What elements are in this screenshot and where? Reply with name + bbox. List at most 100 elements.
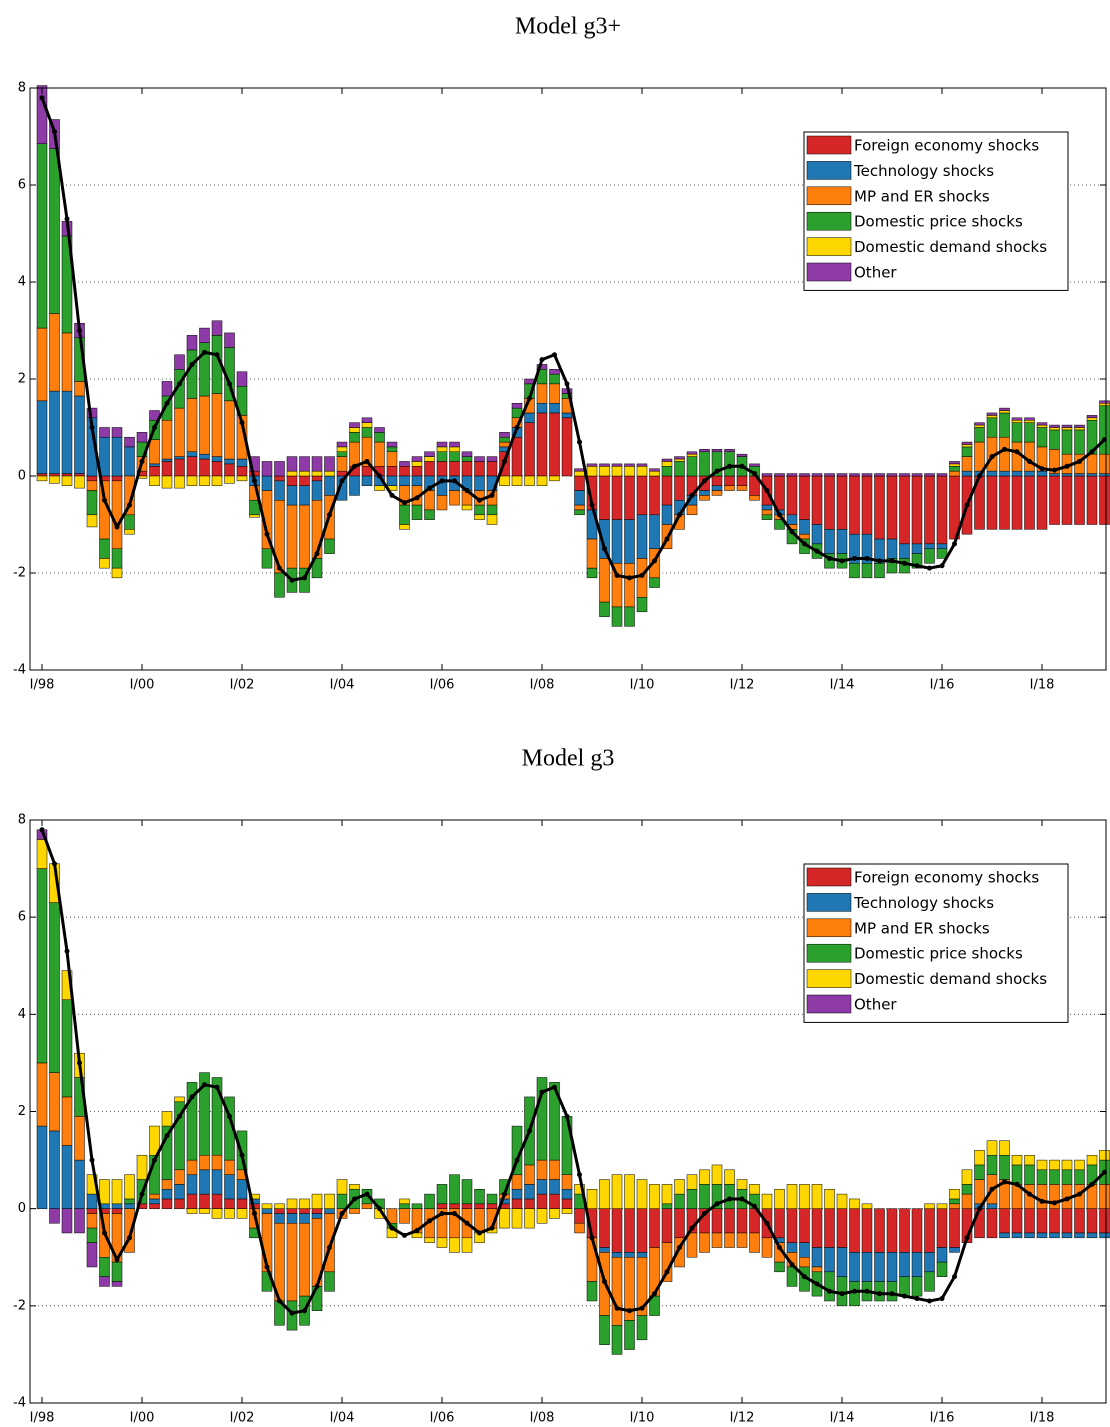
bar <box>1049 1169 1060 1185</box>
bar <box>186 335 198 351</box>
bar <box>811 1266 823 1273</box>
bar <box>999 412 1010 438</box>
line-marker <box>377 473 382 479</box>
bar <box>199 395 210 455</box>
bar <box>736 1179 748 1190</box>
bar <box>649 468 660 472</box>
bar <box>549 1179 560 1195</box>
bar <box>549 373 560 385</box>
bar <box>586 1188 598 1209</box>
bar <box>961 470 973 477</box>
line-marker <box>839 558 845 564</box>
bar <box>861 473 873 477</box>
bar <box>36 327 48 402</box>
bar <box>1099 475 1110 525</box>
bar <box>74 395 85 474</box>
legend-swatch <box>806 918 852 938</box>
bar <box>949 1188 960 1200</box>
line-marker <box>252 1211 257 1217</box>
bar <box>511 475 523 486</box>
bar <box>1011 1232 1023 1239</box>
bar <box>661 461 673 467</box>
bar <box>186 1082 198 1161</box>
y-tick-label: -4 <box>13 663 26 678</box>
bar <box>636 1179 648 1209</box>
line-marker <box>627 1308 632 1314</box>
line-marker <box>402 1232 407 1238</box>
line-marker <box>464 1220 470 1226</box>
line-marker <box>264 531 270 537</box>
bar <box>611 1257 623 1326</box>
bar <box>674 456 685 460</box>
bar <box>211 1154 223 1171</box>
bar <box>49 1208 60 1224</box>
bar <box>899 473 910 477</box>
bar <box>736 475 748 486</box>
bar <box>1036 1169 1048 1185</box>
bar <box>824 1271 835 1302</box>
line-marker <box>1089 449 1095 455</box>
bar <box>186 1193 198 1209</box>
bar <box>1024 1232 1035 1239</box>
bar <box>686 504 698 516</box>
bar <box>949 470 960 477</box>
line-marker <box>677 512 682 518</box>
bar <box>611 466 623 477</box>
bar <box>699 495 710 501</box>
y-tick-label: 6 <box>18 910 26 925</box>
bar <box>761 1237 773 1258</box>
bar <box>311 558 323 579</box>
bar <box>461 456 473 462</box>
line-marker <box>889 558 895 564</box>
bar <box>399 1208 410 1224</box>
bar <box>299 1213 310 1224</box>
bar <box>1086 1208 1098 1234</box>
line-marker <box>1027 458 1032 464</box>
bar <box>161 419 173 460</box>
line-marker <box>664 536 670 542</box>
bar <box>486 1203 498 1209</box>
bar <box>611 1174 623 1209</box>
line-marker <box>589 1235 595 1241</box>
bar <box>111 1208 123 1214</box>
bar <box>461 504 473 511</box>
bar <box>936 1247 948 1263</box>
line-marker <box>227 1113 232 1119</box>
bar <box>274 480 285 501</box>
line-marker <box>789 529 795 535</box>
bar <box>574 475 585 491</box>
bar <box>999 475 1010 530</box>
bar <box>561 1174 573 1190</box>
bar <box>474 456 485 462</box>
bar <box>1024 419 1035 423</box>
bar <box>674 461 685 477</box>
bar <box>86 1213 98 1229</box>
bar <box>361 1203 373 1209</box>
x-tick-label: I/04 <box>330 1411 355 1426</box>
bar <box>761 1193 773 1209</box>
bar <box>461 461 473 477</box>
bar <box>149 439 160 465</box>
bar <box>211 456 223 462</box>
bar <box>536 403 548 414</box>
bar <box>311 1193 323 1209</box>
line-marker <box>914 1296 920 1302</box>
bar <box>1024 470 1035 477</box>
bar <box>1011 1164 1023 1185</box>
bar <box>649 1184 660 1209</box>
bar <box>586 567 598 579</box>
bar <box>86 480 98 491</box>
x-tick-label: I/16 <box>930 678 955 693</box>
bar <box>161 381 173 397</box>
y-tick-label: 2 <box>18 1104 26 1119</box>
bar <box>449 446 460 452</box>
bar <box>186 349 198 399</box>
bar <box>1061 424 1073 428</box>
bar <box>1099 1232 1110 1239</box>
bar <box>299 1208 310 1214</box>
bar <box>711 449 723 453</box>
bar <box>711 1164 723 1185</box>
bar <box>961 1184 973 1195</box>
bar <box>861 475 873 535</box>
line-marker <box>1014 1181 1020 1187</box>
